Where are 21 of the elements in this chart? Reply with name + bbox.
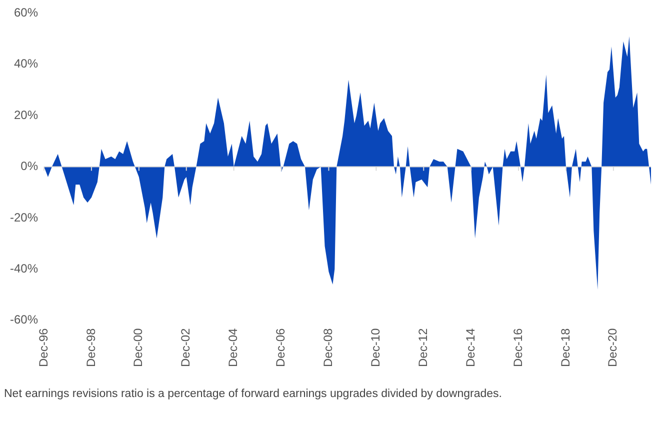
x-tick-label: Dec-14 [463,328,478,368]
x-tick-label: Dec-12 [416,328,430,368]
y-tick-label: 60% [14,6,38,20]
x-tick-label: Dec-02 [178,328,193,368]
x-tick-label: Dec-20 [606,328,620,368]
x-tick-label: Dec-04 [226,328,240,368]
y-tick-label: 40% [14,56,38,71]
x-tick-label: Dec-96 [36,328,50,368]
text: Net earnings revisions ratio is a percentage of forward earnings upgrades divided by downgrades. [4,387,503,402]
x-tick-label: Dec-06 [274,328,288,368]
y-tick-label: -60% [10,312,38,327]
x-tick-label: Dec-10 [368,328,382,368]
x-tick-label: Dec-18 [558,328,572,368]
y-tick-label: 0% [20,159,38,174]
y-tick-label: -20% [10,210,38,224]
x-tick-label: Dec-08 [321,328,336,368]
x-tick-label: Dec-98 [84,328,98,368]
x-tick-label: Dec-00 [131,328,146,368]
y-tick-label: 20% [14,108,38,122]
y-tick-label: -40% [10,261,38,276]
x-tick-label: Dec-16 [510,328,525,368]
